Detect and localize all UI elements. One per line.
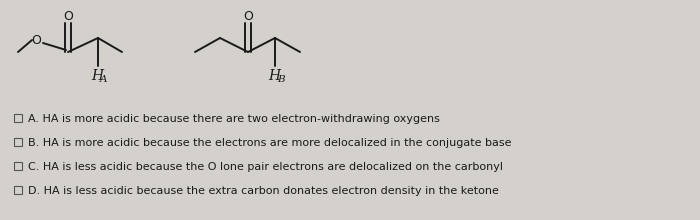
Text: B. HA is more acidic because the electrons are more delocalized in the conjugate: B. HA is more acidic because the electro… [28,138,512,148]
Text: D. HA is less acidic because the extra carbon donates electron density in the ke: D. HA is less acidic because the extra c… [28,186,499,196]
Text: H: H [268,69,280,83]
Text: A. HA is more acidic because there are two electron-withdrawing oxygens: A. HA is more acidic because there are t… [28,114,440,124]
Text: C. HA is less acidic because the O lone pair electrons are delocalized on the ca: C. HA is less acidic because the O lone … [28,162,503,172]
Text: A: A [100,75,108,84]
Text: H: H [91,69,103,83]
Text: O: O [243,11,253,24]
Text: O: O [63,11,73,24]
Text: O: O [31,33,41,46]
Text: B: B [277,75,285,84]
